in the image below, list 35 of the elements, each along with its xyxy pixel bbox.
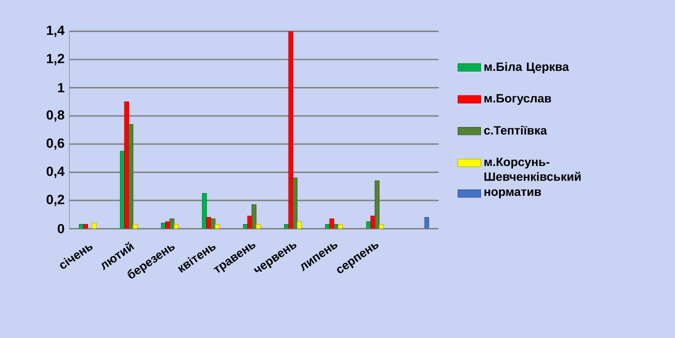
bar (124, 102, 130, 229)
bar (252, 204, 256, 229)
y-tick-label: 0 (58, 224, 64, 234)
y-tick-label: 1,2 (46, 54, 64, 66)
legend-label: м.Корсунь-Шевченківський (484, 158, 581, 181)
bar (296, 221, 302, 229)
legend-label: м.Богуслав (484, 94, 552, 105)
bar (92, 222, 97, 229)
bar (132, 224, 138, 229)
bar (214, 224, 220, 229)
legend-label: м.Біла Церква (484, 62, 570, 74)
bar (83, 224, 88, 229)
bar (334, 224, 338, 229)
bar (338, 224, 343, 229)
legend-label: с.Тептіївка (484, 126, 548, 135)
bar (424, 217, 430, 229)
y-tick-label: 1 (58, 83, 64, 92)
y-tick-label: 0,2 (46, 194, 64, 206)
bar (165, 221, 170, 229)
legend-label: норматив (484, 189, 541, 198)
y-tick-label: 0,8 (46, 110, 64, 122)
bar (206, 217, 212, 229)
bar (292, 178, 298, 229)
bar (174, 224, 179, 229)
bar (170, 218, 174, 229)
bar (256, 224, 261, 229)
bar (288, 31, 294, 229)
y-tick-label: 1,4 (46, 26, 65, 37)
y-tick-label: 0,4 (46, 166, 65, 178)
y-tick-label: 0,6 (46, 138, 64, 150)
bar (374, 180, 380, 229)
bar (378, 224, 384, 229)
bar (329, 218, 334, 229)
bar (210, 218, 216, 229)
bar (128, 124, 134, 229)
